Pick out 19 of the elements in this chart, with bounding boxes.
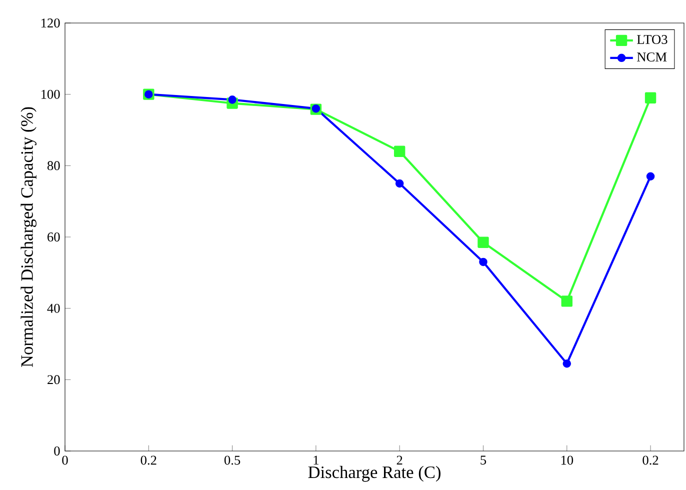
legend-label: LTO3 <box>637 35 668 44</box>
y-tick-label: 20 <box>48 375 60 384</box>
x-tick-label: 0 <box>62 456 68 465</box>
y-tick-label: 120 <box>41 18 60 28</box>
y-tick-label: 0 <box>54 446 60 456</box>
y-axis-title: Normalized Discharged Capacity (%) <box>20 107 36 368</box>
x-tick-label: 0.2 <box>642 456 658 465</box>
x-tick-label: 2 <box>396 456 402 465</box>
y-tick-label: 100 <box>41 90 60 99</box>
y-tick-label: 40 <box>47 304 60 313</box>
x-tick-label: 5 <box>480 456 486 465</box>
x-axis-title: Discharge Rate (C) <box>308 466 440 482</box>
x-tick-label: 10 <box>561 456 574 465</box>
x-tick-label: 0.2 <box>140 456 156 465</box>
x-tick-label: 1 <box>314 456 318 465</box>
y-tick-label: 60 <box>48 232 60 242</box>
x-tick-label: 0.5 <box>224 456 240 465</box>
legend-label: NCM <box>637 52 667 62</box>
y-tick-label: 80 <box>47 161 60 170</box>
